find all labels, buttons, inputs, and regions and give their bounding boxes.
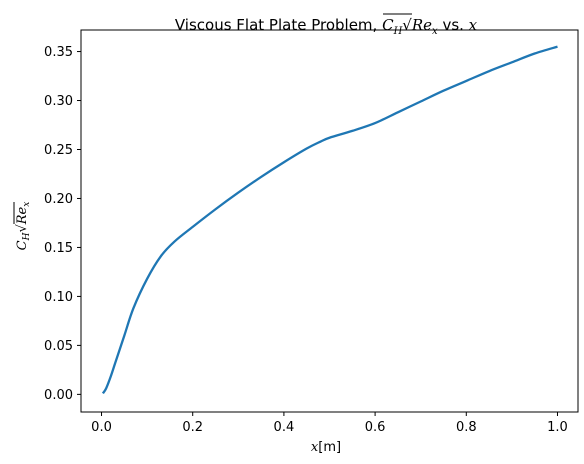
- y-tick-label: 0.05: [44, 339, 73, 354]
- svg-text:CH√Rex: CH√Rex: [15, 202, 32, 251]
- x-tick-label: 0.8: [456, 420, 477, 435]
- y-tick-label: 0.30: [44, 94, 73, 109]
- y-tick-label: 0.25: [44, 143, 73, 158]
- y-tick-label: 0.10: [44, 290, 73, 305]
- x-axis-label: x[m]: [311, 440, 341, 455]
- y-axis-label: CH√Rex: [13, 202, 32, 251]
- x-tick-label: 0.2: [182, 420, 203, 435]
- plot-area: [80, 29, 579, 413]
- x-tick-label: 0.0: [91, 420, 112, 435]
- y-tick-label: 0.00: [44, 388, 73, 403]
- y-tick-label: 0.20: [44, 192, 73, 207]
- x-tick-label: 0.6: [365, 420, 386, 435]
- y-tick-label: 0.35: [44, 45, 73, 60]
- title-radicand: Re: [411, 16, 432, 34]
- series-group: [101, 45, 558, 395]
- series-line: [101, 45, 558, 395]
- x-tick-label: 0.4: [274, 420, 295, 435]
- x-tick-label: 1.0: [547, 420, 568, 435]
- y-axis: 0.00 0.05 0.10 0.15 0.20 0.25 0.30 0.35: [44, 45, 81, 403]
- x-axis: 0.0 0.2 0.4 0.6 0.8 1.0: [91, 412, 568, 435]
- y-tick-label: 0.15: [44, 241, 73, 256]
- chart-title: Viscous Flat Plate Problem, CH√Rex vs. x: [175, 16, 478, 37]
